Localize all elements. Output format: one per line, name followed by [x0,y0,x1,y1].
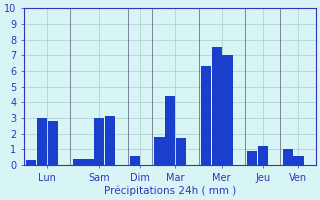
Bar [212,47,222,165]
Bar [258,146,268,165]
Bar [201,66,211,165]
Bar [130,156,140,165]
Bar [247,151,257,165]
Bar [176,138,186,165]
Bar [222,55,233,165]
X-axis label: Précipitations 24h ( mm ): Précipitations 24h ( mm ) [104,185,236,196]
Bar [105,116,115,165]
Bar [165,96,175,165]
Bar [283,149,293,165]
Bar [48,121,58,165]
Bar [84,159,93,165]
Bar [37,118,47,165]
Bar [94,118,104,165]
Bar [26,160,36,165]
Bar [154,137,164,165]
Bar [73,159,83,165]
Bar [293,156,304,165]
